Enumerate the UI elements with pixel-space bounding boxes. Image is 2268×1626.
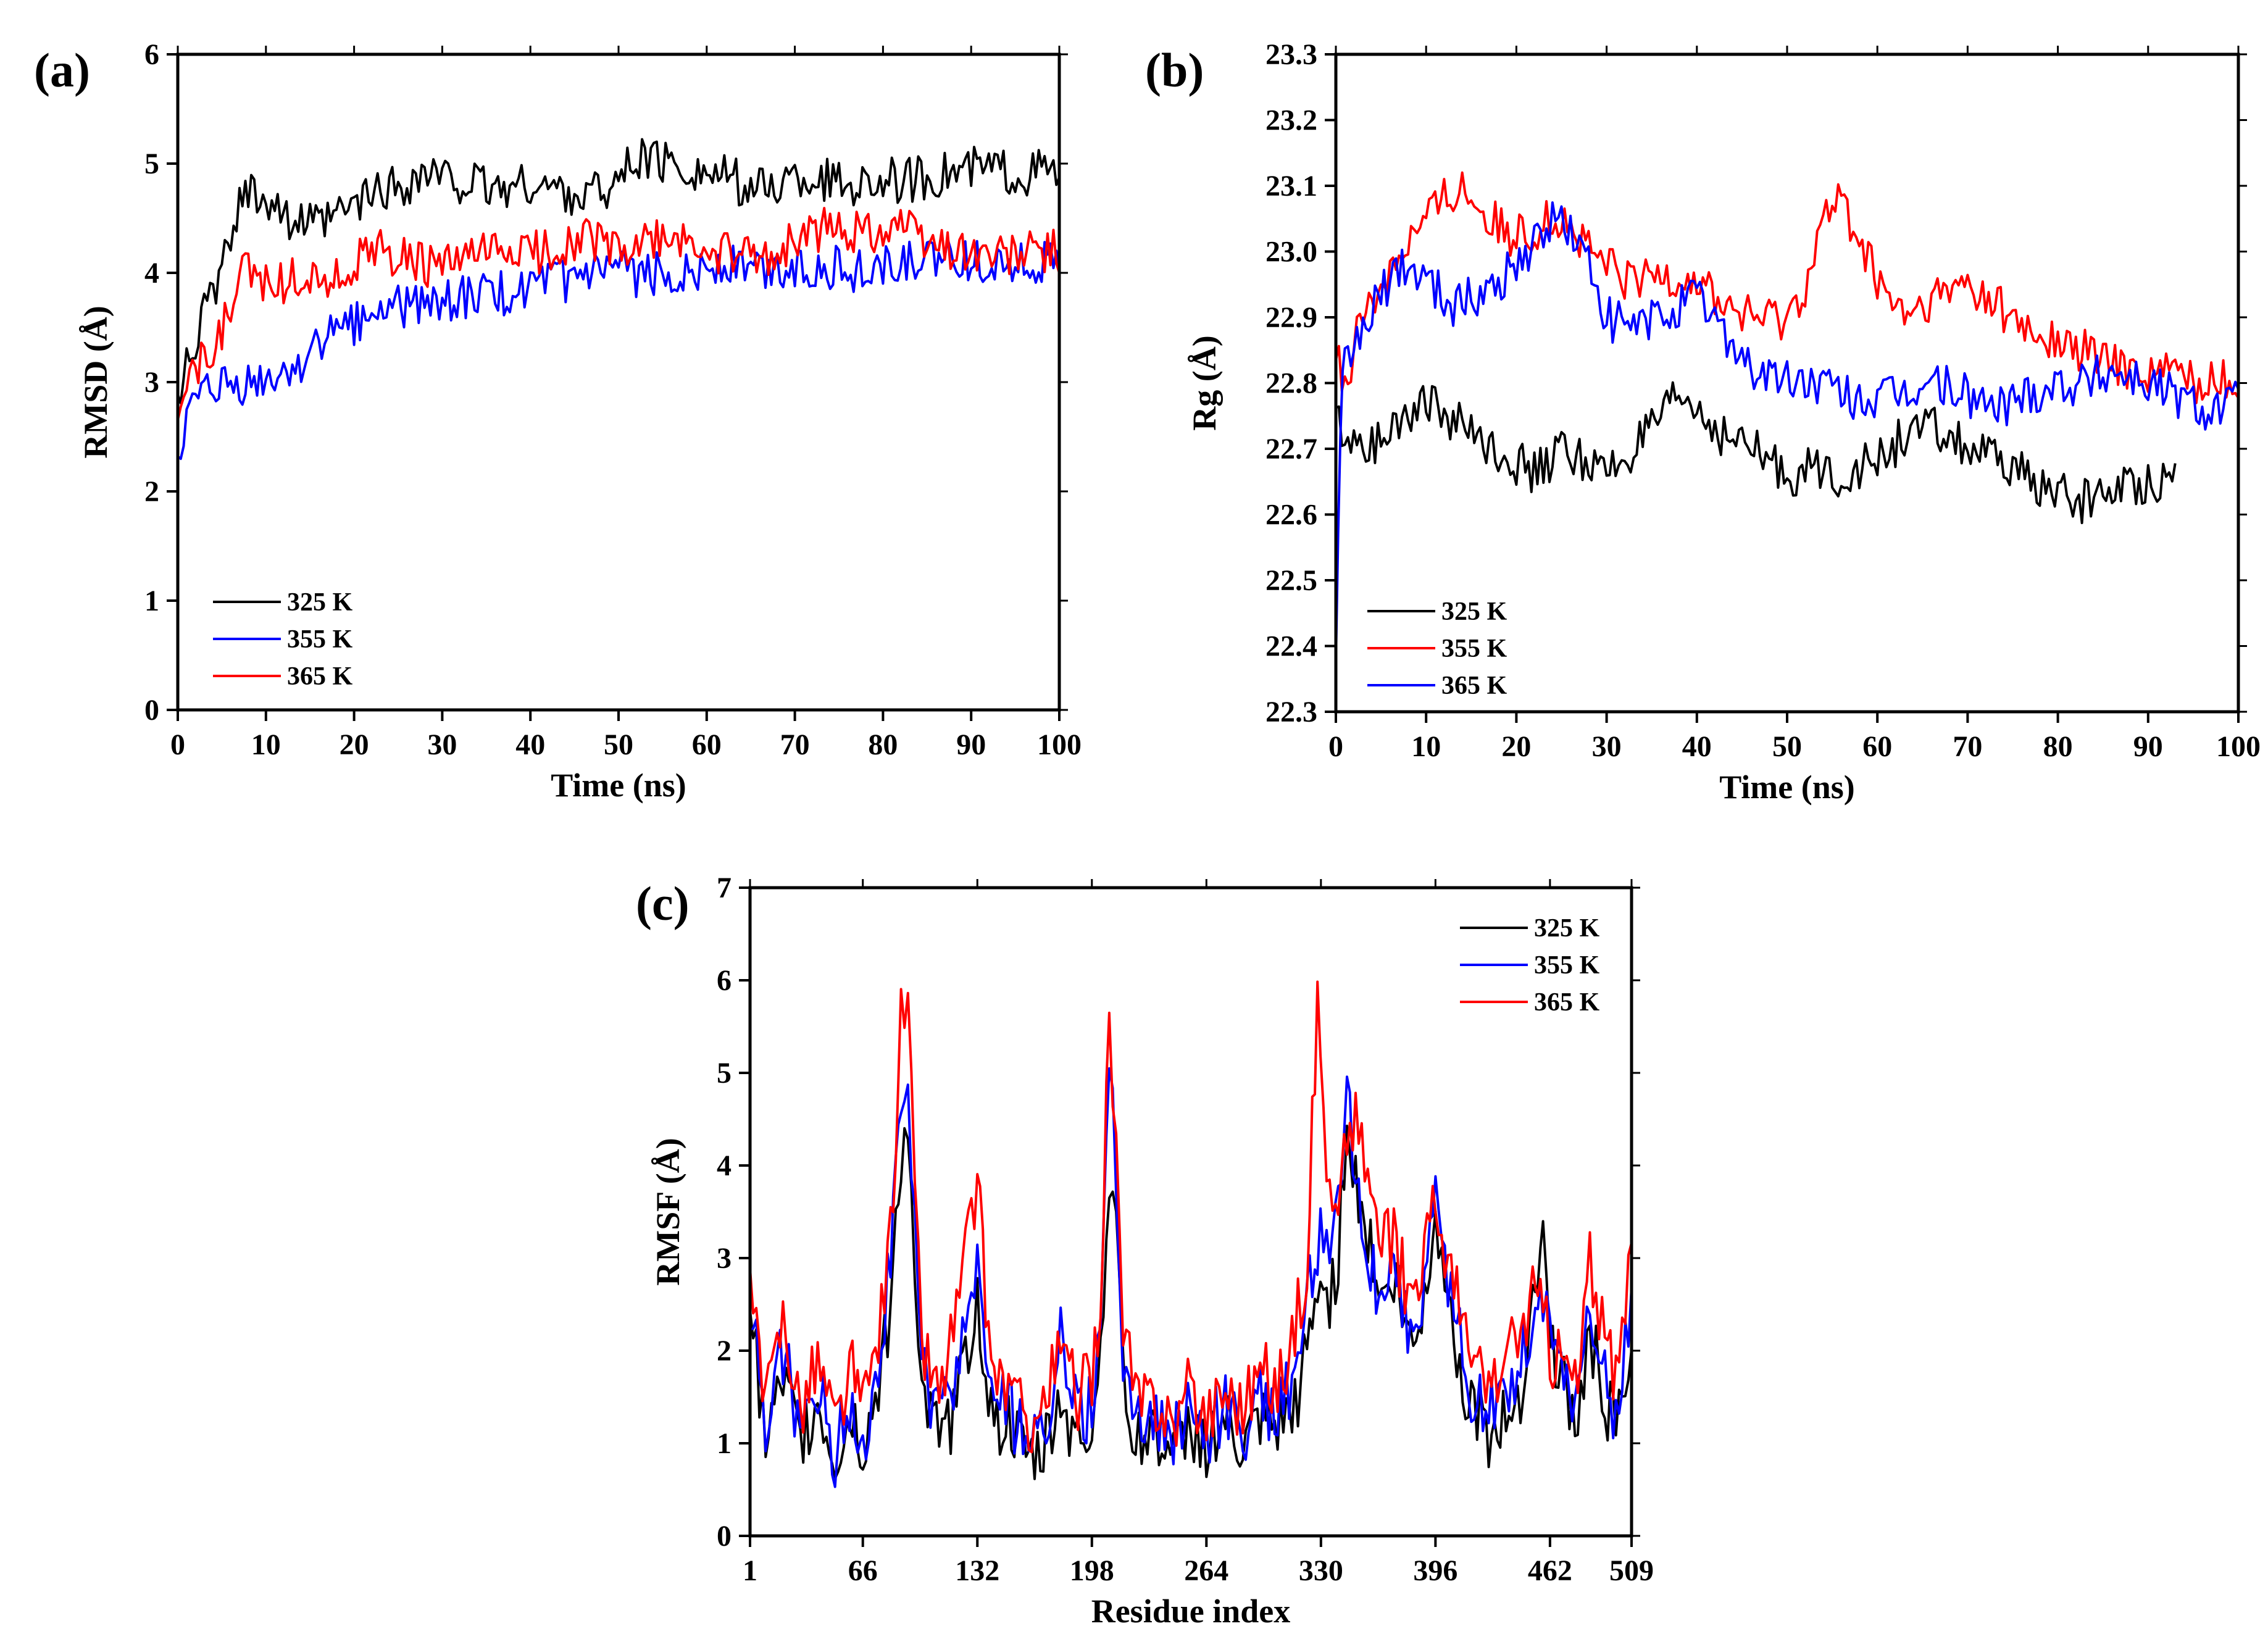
x-tick-label: 198 — [1070, 1554, 1114, 1587]
y-tick-label: 22.7 — [1265, 433, 1317, 465]
y-axis-label: Rg (Å) — [1186, 335, 1223, 430]
legend-label: 365 K — [1441, 672, 1507, 700]
x-tick-label: 20 — [340, 728, 369, 761]
panel-c: 1 66 132 198 264 330 396 462 50901234567Residue … — [636, 872, 1654, 1626]
x-tick-label: 264 — [1184, 1554, 1228, 1587]
x-tick-label: 40 — [515, 728, 545, 761]
legend-label: 325 K — [287, 588, 353, 617]
panel-label: (a) — [34, 43, 90, 97]
series-line-325-k — [1335, 381, 2177, 525]
y-tick-label: 22.6 — [1265, 499, 1317, 532]
x-tick-label: 40 — [1682, 730, 1712, 763]
x-tick-label: 10 — [1411, 730, 1441, 763]
x-axis-label: Time (ns) — [1719, 769, 1855, 806]
plot-frame — [748, 886, 1633, 1538]
legend-label: 355 K — [1534, 951, 1600, 980]
y-tick-label: 23.3 — [1265, 38, 1317, 71]
y-tick-label: 5 — [717, 1057, 732, 1090]
x-tick-label: 10 — [251, 728, 281, 761]
x-tick-label: 60 — [692, 728, 722, 761]
y-axis-label: RMSD (Å) — [77, 306, 114, 458]
x-tick-label: 0 — [170, 728, 185, 761]
y-tick-label: 23.2 — [1265, 104, 1317, 137]
y-tick-label: 22.9 — [1265, 301, 1317, 334]
y-tick-label: 23.1 — [1265, 170, 1317, 202]
x-tick-label: 1 — [743, 1554, 757, 1587]
x-tick-label: 80 — [868, 728, 898, 761]
x-tick-label: 80 — [2043, 730, 2073, 763]
y-tick-label: 2 — [144, 475, 159, 508]
series-line-365-k — [749, 980, 1633, 1454]
series-line-365-k — [1335, 201, 2240, 662]
x-tick-label: 509 — [1609, 1554, 1654, 1587]
x-tick-label: 30 — [427, 728, 457, 761]
y-axis-label: RMSF (Å) — [649, 1138, 686, 1285]
y-tick-label: 5 — [144, 148, 159, 180]
x-tick-label: 132 — [955, 1554, 999, 1587]
x-tick-label: 70 — [780, 728, 810, 761]
legend-label: 365 K — [1534, 988, 1600, 1017]
legend-label: 355 K — [1441, 635, 1507, 663]
x-tick-label: 90 — [2133, 730, 2163, 763]
x-tick-label: 50 — [604, 728, 633, 761]
panel-label: (c) — [636, 877, 690, 930]
x-tick-label: 462 — [1528, 1554, 1572, 1587]
legend-label: 355 K — [287, 625, 353, 654]
y-tick-label: 23.0 — [1265, 236, 1317, 269]
y-tick-label: 6 — [717, 964, 732, 997]
series-line-355-k — [1335, 171, 2240, 404]
y-tick-label: 22.3 — [1265, 696, 1317, 728]
panel-b: 0 10 20 30 40 50 60 70 80 90 100 22.3 22.4 22.5 22.6 22… — [1145, 38, 2261, 806]
x-tick-label: 330 — [1299, 1554, 1343, 1587]
y-tick-label: 6 — [144, 38, 159, 71]
series-line-325-k — [177, 138, 1061, 405]
x-tick-label: 20 — [1501, 730, 1531, 763]
x-tick-label: 396 — [1413, 1554, 1457, 1587]
panel-a: 0 10 20 30 40 50 60 70 80 90 100 0 1 2 3 4 5 6 Time (ns) RM… — [34, 38, 1082, 804]
y-tick-label: 2 — [717, 1335, 732, 1367]
x-tick-label: 66 — [848, 1554, 878, 1587]
x-tick-label: 100 — [1037, 728, 1082, 761]
x-tick-label: 0 — [1328, 730, 1343, 763]
panel-label: (b) — [1145, 43, 1204, 97]
y-tick-label: 1 — [144, 585, 159, 617]
x-tick-label: 50 — [1772, 730, 1802, 763]
y-tick-label: 4 — [144, 257, 159, 290]
legend-label: 325 K — [1534, 914, 1600, 943]
legend-label: 325 K — [1441, 598, 1507, 626]
y-tick-label: 3 — [717, 1242, 732, 1275]
y-tick-label: 22.5 — [1265, 564, 1317, 597]
y-tick-label: 0 — [144, 694, 159, 727]
x-tick-label: 30 — [1592, 730, 1622, 763]
series-line-355-k — [177, 237, 1061, 461]
y-tick-label: 4 — [717, 1149, 732, 1182]
x-tick-label: 70 — [1953, 730, 1982, 763]
x-axis-label: Time (ns) — [551, 767, 686, 804]
y-tick-label: 3 — [144, 366, 159, 399]
y-tick-label: 0 — [717, 1520, 732, 1553]
x-tick-label: 60 — [1862, 730, 1892, 763]
y-tick-label: 7 — [717, 872, 732, 904]
x-tick-label: 90 — [956, 728, 986, 761]
series-line-365-k — [177, 207, 1061, 420]
x-axis-label: Residue index — [1091, 1593, 1291, 1626]
legend-label: 365 K — [287, 662, 353, 691]
y-tick-label: 22.8 — [1265, 367, 1317, 400]
y-tick-label: 22.4 — [1265, 630, 1317, 663]
x-tick-label: 100 — [2216, 730, 2261, 763]
y-tick-label: 1 — [717, 1427, 732, 1460]
